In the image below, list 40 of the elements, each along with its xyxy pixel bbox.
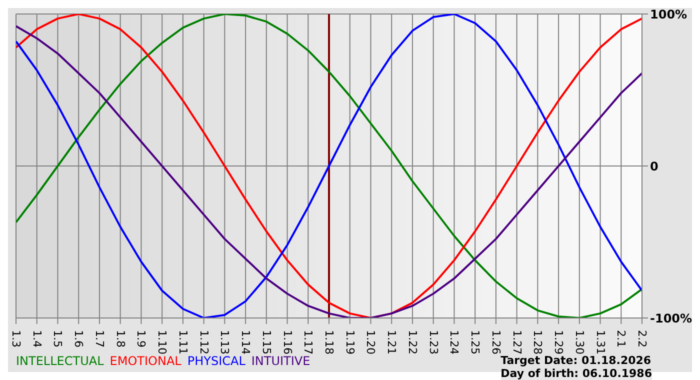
x-tick-label: 1.31 (594, 330, 607, 354)
x-tick-label: 1.9 (134, 330, 148, 348)
x-tick-label: 1.15 (260, 330, 273, 354)
x-tick-label: 1.3 (10, 330, 22, 348)
x-tick-label: 1.13 (218, 330, 232, 354)
y-tick-label: 100% (650, 7, 688, 22)
x-tick-label: 1.26 (489, 330, 502, 354)
x-tick-label: 1.6 (72, 330, 86, 348)
text: Target Date: 01.18.2026 (500, 354, 652, 367)
x-tick-label: 1.20 (364, 330, 378, 354)
x-tick-label: 1.19 (343, 330, 356, 354)
y-tick-label: 0 (650, 159, 658, 174)
text: INTELLECTUAL (16, 354, 104, 368)
text: Day of birth: 06.10.1986 (500, 367, 652, 380)
x-tick-label: 1.12 (197, 330, 210, 354)
text: PHYSICAL (187, 354, 246, 368)
x-tick-label: 1.24 (448, 330, 461, 354)
x-tick-label: 1.18 (322, 330, 336, 354)
text: INTUITIVE (251, 354, 310, 368)
x-tick-label: 1.5 (51, 330, 64, 348)
x-tick-label: 1.8 (114, 330, 127, 348)
x-tick-label: 1.16 (280, 330, 294, 354)
x-tick-label: 1.25 (468, 330, 482, 354)
x-tick-label: 1.22 (406, 330, 419, 354)
text: EMOTIONAL (110, 354, 182, 368)
x-tick-label: 1.23 (426, 330, 440, 354)
x-tick-label: 1.28 (531, 330, 544, 354)
x-tick-label: 1.21 (385, 330, 398, 354)
x-tick-label: 1.29 (552, 330, 566, 354)
x-tick-label: 1.30 (572, 330, 586, 354)
x-tick-label: 1.7 (92, 330, 106, 348)
y-tick-label: -100% (650, 311, 692, 326)
x-tick-label: 1.17 (302, 330, 315, 354)
x-tick-label: 1.10 (156, 330, 169, 354)
x-tick-label: 1.27 (510, 330, 524, 354)
x-tick-label: 1.14 (239, 330, 252, 354)
x-tick-label: 2.2 (636, 330, 648, 348)
x-tick-label: 2.1 (614, 330, 628, 348)
x-tick-label: 1.11 (176, 330, 190, 354)
x-tick-label: 1.4 (30, 330, 44, 348)
